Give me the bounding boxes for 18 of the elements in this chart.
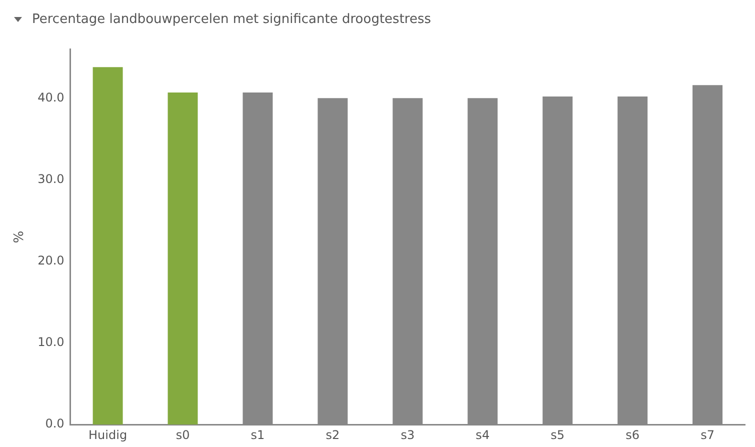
y-tick-label: 0.0 (45, 416, 64, 431)
chart-title: Percentage landbouwpercelen met significante droogtestress (32, 12, 432, 26)
x-tick-label: s0 (176, 428, 190, 442)
y-tick-label: 10.0 (38, 335, 64, 350)
x-tick-label: Huidig (88, 428, 128, 442)
x-tick-label: s1 (250, 428, 265, 442)
y-tick-label: 40.0 (38, 90, 64, 104)
bar (168, 92, 198, 425)
y-tick-label: 20.0 (38, 254, 64, 268)
x-tick-label: s7 (700, 428, 714, 442)
x-tick-label: s3 (400, 428, 415, 442)
x-tick-label: s5 (550, 428, 565, 442)
x-tick-label: s6 (626, 428, 640, 442)
bar (92, 67, 123, 425)
y-axis-title: % (12, 230, 28, 244)
x-tick-label: s4 (476, 428, 490, 442)
x-tick-label: s2 (326, 428, 340, 442)
y-tick-label: 30.0 (38, 172, 64, 186)
